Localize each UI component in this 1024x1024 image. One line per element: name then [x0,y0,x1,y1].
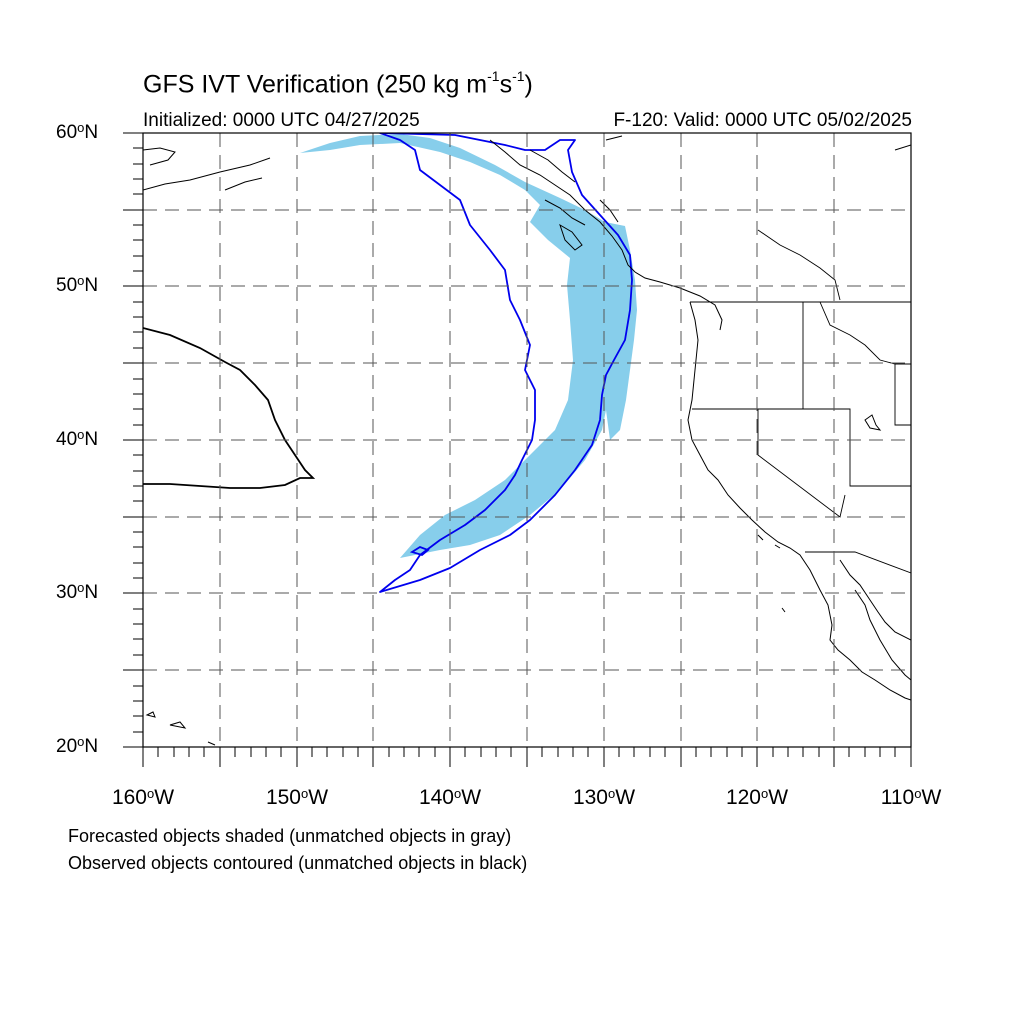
lon-label-160w: 160oW [111,786,175,809]
lake-tahoe [864,414,882,431]
title-exponent-2: -1 [512,68,525,84]
bc-coastline [489,135,723,331]
initialized-time: Initialized: 0000 UTC 04/27/2025 [143,110,420,131]
lon-label-110w: 110oW [880,786,942,809]
legend-note-forecast: Forecasted objects shaded (unmatched obj… [68,826,512,846]
lon-label-140w: 140oW [418,786,482,809]
forecast-object [300,134,637,558]
title-main: GFS IVT Verification (250 kg m [143,70,488,99]
political-boundaries [690,229,911,574]
lat-label-30: 30oN [56,580,99,603]
alaska-coastline [143,144,911,191]
pacific-islands [145,534,786,746]
tick-marks [123,132,912,767]
chart-title: GFS IVT Verification (250 kg m-1s-1) [143,68,533,99]
lon-label-120w: 120oW [725,786,789,809]
us-west-coastline [687,301,911,701]
lat-label-40: 40oN [56,427,99,450]
baja-gulf-coastline [839,559,911,681]
title-mid: s [499,70,513,99]
lat-label-50: 50oN [56,273,99,296]
title-exponent-1: -1 [487,68,500,84]
valid-time: F-120: Valid: 0000 UTC 05/02/2025 [613,110,912,131]
hawaii-coastline [143,327,316,489]
observed-object-contour [379,133,633,593]
lon-label-130w: 130oW [572,786,636,809]
lon-label-150w: 150oW [265,786,329,809]
title-end: ) [524,70,533,99]
lat-label-20: 20oN [56,734,99,757]
gridlines [143,133,911,747]
legend-note-observed: Observed objects contoured (unmatched ob… [68,853,528,873]
lat-label-60: 60oN [56,120,99,143]
observed-object-contour-small [409,546,430,557]
